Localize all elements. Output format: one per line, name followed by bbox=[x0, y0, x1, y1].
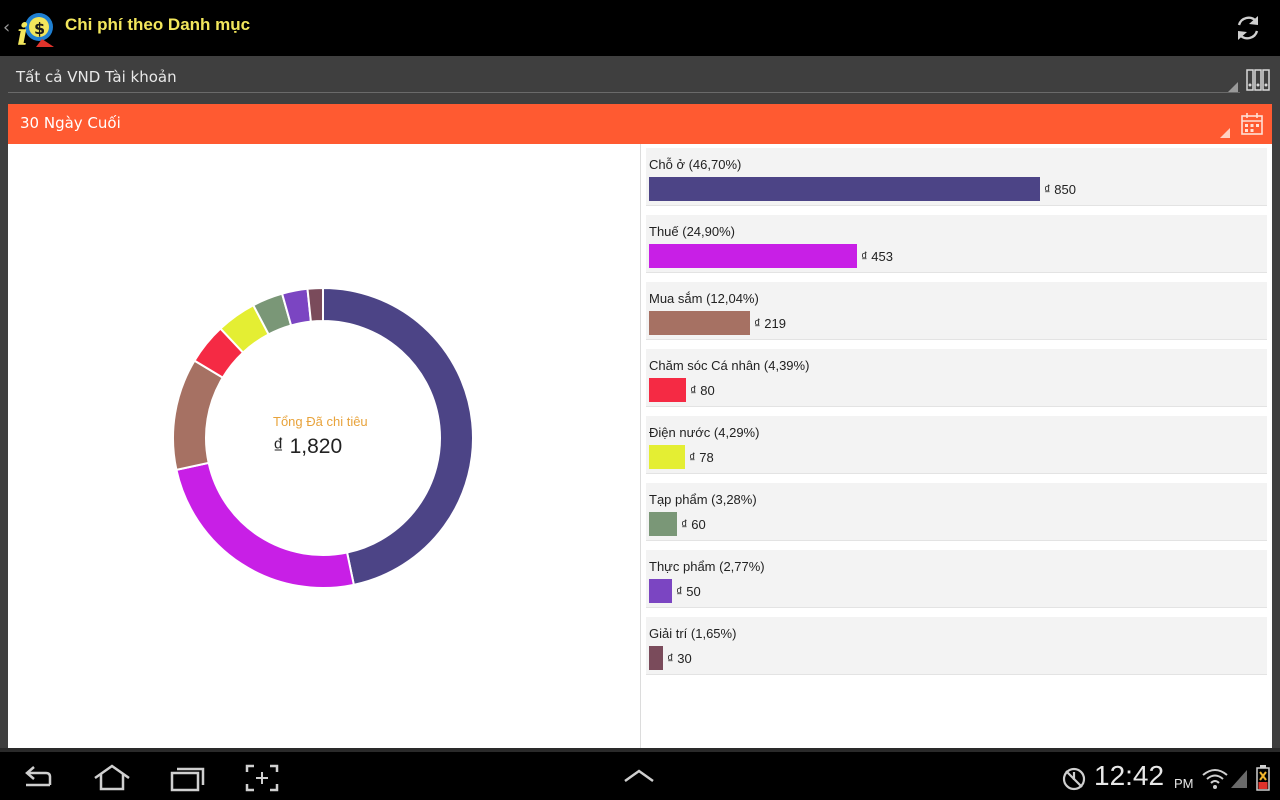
category-bar bbox=[649, 177, 1040, 201]
clock-ampm: PM bbox=[1174, 776, 1194, 791]
clock-time: 12:42 bbox=[1094, 760, 1165, 791]
content-area: Tất cả VND Tài khoản 30 Ngày Cuối bbox=[0, 56, 1280, 748]
category-label: Tạp phẩm (3,28%) bbox=[649, 492, 757, 507]
signal-icon bbox=[1231, 770, 1247, 788]
screenshot-icon[interactable] bbox=[245, 764, 279, 792]
category-item[interactable]: Chăm sóc Cá nhân (4,39%) ₫ 80 bbox=[646, 349, 1267, 407]
donut-slice-3[interactable] bbox=[172, 359, 225, 472]
category-amount: ₫ 453 bbox=[861, 249, 893, 264]
panel-divider bbox=[640, 144, 641, 748]
category-amount: ₫ 78 bbox=[689, 450, 714, 465]
category-list: Chỗ ở (46,70%) ₫ 850 Thuế (24,90%) ₫ 453 Mua… bbox=[641, 144, 1272, 748]
category-label: Thuế (24,90%) bbox=[649, 224, 735, 239]
category-label: Điện nước (4,29%) bbox=[649, 425, 760, 440]
category-bar bbox=[649, 445, 685, 469]
dropdown-corner-icon bbox=[1220, 128, 1230, 138]
category-item[interactable]: Mua sắm (12,04%) ₫ 219 bbox=[646, 282, 1267, 340]
category-amount: ₫ 50 bbox=[676, 584, 701, 599]
total-spent-label: Tổng Đã chi tiêu bbox=[273, 414, 368, 429]
category-amount: ₫ 850 bbox=[1044, 182, 1076, 197]
calendar-icon[interactable] bbox=[1240, 112, 1264, 136]
action-bar: ‹ $ i Chi phí theo Danh mục bbox=[0, 0, 1280, 56]
category-item[interactable]: Tạp phẩm (3,28%) ₫ 60 bbox=[646, 483, 1267, 541]
category-label: Thực phẩm (2,77%) bbox=[649, 559, 765, 574]
category-item[interactable]: Thuế (24,90%) ₫ 453 bbox=[646, 215, 1267, 273]
category-label: Giải trí (1,65%) bbox=[649, 626, 737, 641]
svg-text:$: $ bbox=[34, 19, 45, 38]
up-chevron-icon[interactable] bbox=[622, 768, 656, 784]
donut-slice-2[interactable] bbox=[175, 461, 356, 589]
category-label: Mua sắm (12,04%) bbox=[649, 291, 759, 306]
category-item[interactable]: Điện nước (4,29%) ₫ 78 bbox=[646, 416, 1267, 474]
account-filter-label: Tất cả VND Tài khoản bbox=[16, 68, 177, 86]
category-amount: ₫ 60 bbox=[681, 517, 706, 532]
donut-chart bbox=[172, 286, 474, 589]
category-amount: ₫ 219 bbox=[754, 316, 786, 331]
category-bar bbox=[649, 244, 857, 268]
app-logo-icon[interactable]: $ i bbox=[14, 7, 58, 49]
donut-chart-panel: Tổng Đã chi tiêu ₫ 1,820 bbox=[8, 144, 640, 748]
page-title: Chi phí theo Danh mục bbox=[65, 15, 251, 34]
category-amount: ₫ 30 bbox=[667, 651, 692, 666]
category-amount: ₫ 80 bbox=[690, 383, 715, 398]
category-item[interactable]: Chỗ ở (46,70%) ₫ 850 bbox=[646, 148, 1267, 206]
recent-apps-icon[interactable] bbox=[169, 764, 207, 792]
account-filter-spinner[interactable]: Tất cả VND Tài khoản bbox=[8, 56, 1272, 96]
category-item[interactable]: Giải trí (1,65%) ₫ 30 bbox=[646, 617, 1267, 675]
wifi-icon bbox=[1202, 769, 1228, 789]
dropdown-corner-icon bbox=[1228, 82, 1238, 92]
category-label: Chăm sóc Cá nhân (4,39%) bbox=[649, 358, 810, 373]
donut-slice-8[interactable] bbox=[306, 286, 324, 323]
home-icon[interactable] bbox=[92, 764, 132, 792]
category-label: Chỗ ở (46,70%) bbox=[649, 157, 742, 172]
back-chevron-icon[interactable]: ‹ bbox=[3, 17, 11, 38]
back-icon[interactable] bbox=[20, 764, 56, 792]
columns-icon[interactable] bbox=[1246, 69, 1270, 91]
date-range-spinner[interactable]: 30 Ngày Cuối bbox=[8, 104, 1272, 144]
account-filter-underline bbox=[8, 92, 1240, 93]
category-bar bbox=[649, 378, 686, 402]
category-bar bbox=[649, 512, 677, 536]
category-bar bbox=[649, 579, 672, 603]
total-spent-value: ₫ 1,820 bbox=[273, 435, 343, 458]
svg-text:i: i bbox=[17, 18, 28, 49]
category-bar bbox=[649, 311, 750, 335]
category-bar bbox=[649, 646, 663, 670]
category-item[interactable]: Thực phẩm (2,77%) ₫ 50 bbox=[646, 550, 1267, 608]
no-sync-icon bbox=[1062, 767, 1086, 791]
battery-icon bbox=[1256, 765, 1270, 791]
donut-slice-1[interactable] bbox=[322, 286, 474, 586]
system-nav-bar: 12:42 PM bbox=[0, 748, 1280, 800]
refresh-icon[interactable] bbox=[1232, 12, 1264, 44]
date-range-label: 30 Ngày Cuối bbox=[20, 114, 121, 132]
